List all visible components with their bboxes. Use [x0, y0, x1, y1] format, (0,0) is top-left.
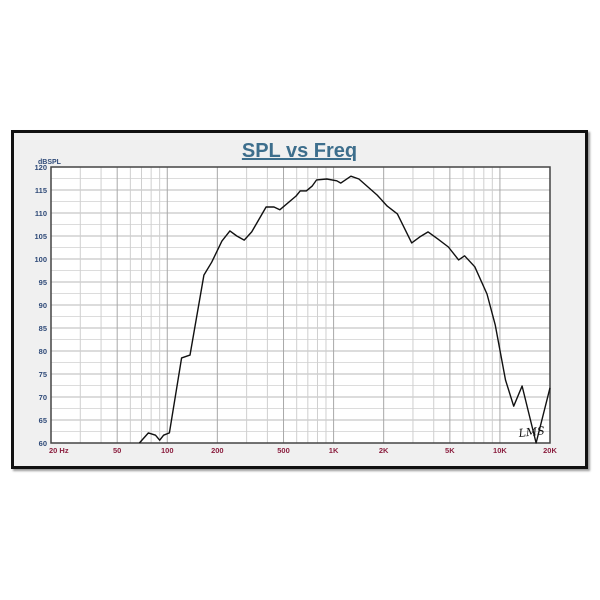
- plot-border: [50, 166, 551, 444]
- x-tick-label: 2K: [379, 446, 389, 455]
- y-tick-label: 100: [34, 255, 47, 264]
- y-tick-label: 95: [39, 278, 47, 287]
- lms-logo: LMS: [517, 424, 546, 440]
- x-tick-label: 5K: [445, 446, 455, 455]
- x-tick-label: 20 Hz: [49, 446, 69, 455]
- chart-title: SPL vs Freq: [241, 140, 358, 162]
- x-tick-label: 100: [161, 446, 174, 455]
- spl-curve: [138, 175, 551, 444]
- y-axis-label: dBSPL: [38, 159, 62, 166]
- y-tick-label: 105: [34, 232, 47, 241]
- y-tick-label: 120: [34, 163, 47, 172]
- y-tick-label: 90: [39, 301, 47, 310]
- y-tick-label: 85: [39, 324, 47, 333]
- y-tick-label: 70: [39, 393, 47, 402]
- y-tick-label: 65: [39, 416, 47, 425]
- x-tick-label: 500: [277, 446, 290, 455]
- y-tick-label: 115: [35, 186, 47, 195]
- x-tick-label: 50: [113, 446, 121, 455]
- y-tick-label: 80: [39, 347, 47, 356]
- x-tick-label: 1K: [329, 446, 339, 455]
- x-tick-label: 10K: [493, 446, 507, 455]
- y-tick-label: 75: [39, 370, 47, 379]
- x-tick-label: 20K: [543, 446, 557, 455]
- y-tick-label: 110: [35, 209, 47, 218]
- y-tick-label: 60: [39, 439, 47, 448]
- x-tick-label: 200: [211, 446, 224, 455]
